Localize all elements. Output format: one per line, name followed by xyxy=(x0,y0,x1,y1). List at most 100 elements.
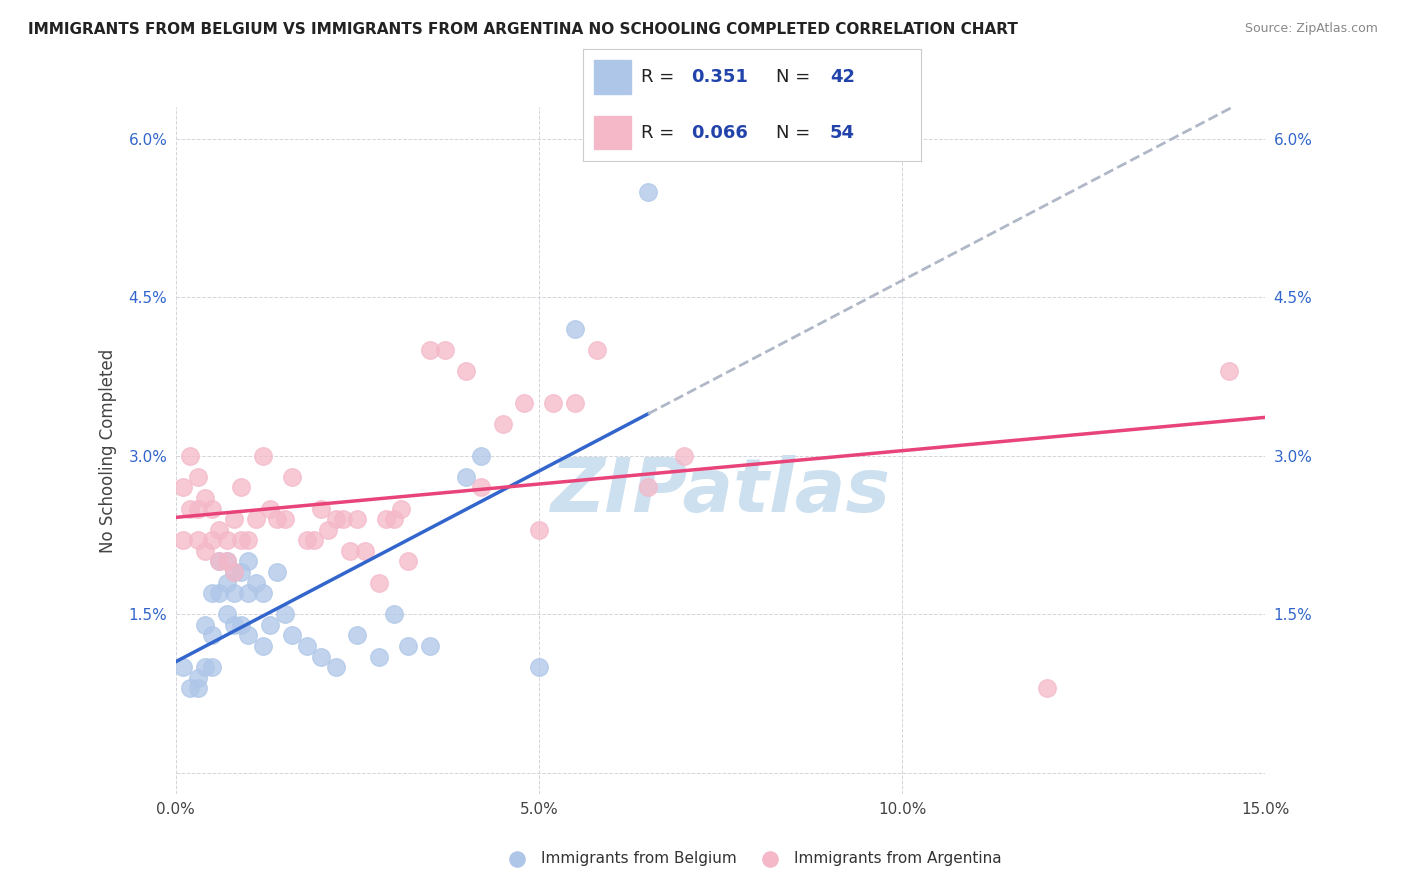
Point xyxy=(368,575,391,590)
Text: 0.066: 0.066 xyxy=(692,124,748,142)
Point xyxy=(215,554,238,568)
Point xyxy=(637,185,659,199)
Text: Immigrants from Argentina: Immigrants from Argentina xyxy=(794,851,1002,865)
Point xyxy=(222,512,245,526)
Point xyxy=(172,480,194,494)
Point xyxy=(637,480,659,494)
Point xyxy=(172,660,194,674)
Point xyxy=(396,554,419,568)
Point xyxy=(586,343,609,357)
Point xyxy=(186,533,209,548)
Point xyxy=(186,671,209,685)
Point xyxy=(231,533,253,548)
Point xyxy=(231,617,253,632)
Text: 42: 42 xyxy=(830,68,855,86)
Point xyxy=(470,480,492,494)
Point xyxy=(419,343,441,357)
Point xyxy=(208,554,231,568)
Point xyxy=(281,628,304,642)
Point xyxy=(208,554,231,568)
Point xyxy=(325,512,347,526)
Point xyxy=(186,501,209,516)
Text: IMMIGRANTS FROM BELGIUM VS IMMIGRANTS FROM ARGENTINA NO SCHOOLING COMPLETED CORR: IMMIGRANTS FROM BELGIUM VS IMMIGRANTS FR… xyxy=(28,22,1018,37)
Point xyxy=(918,750,941,764)
Point xyxy=(673,449,696,463)
Point xyxy=(396,639,419,653)
Point xyxy=(389,501,412,516)
Point xyxy=(215,554,238,568)
Point xyxy=(186,681,209,696)
Point xyxy=(274,607,297,622)
Point xyxy=(266,565,288,579)
Point xyxy=(1036,681,1059,696)
Point xyxy=(208,586,231,600)
Point xyxy=(456,470,478,484)
Point xyxy=(492,417,515,431)
Point xyxy=(564,396,586,410)
Bar xyxy=(593,61,631,94)
Text: N =: N = xyxy=(776,68,815,86)
Point xyxy=(194,617,217,632)
Point xyxy=(382,607,405,622)
Point xyxy=(238,586,260,600)
Text: Source: ZipAtlas.com: Source: ZipAtlas.com xyxy=(1244,22,1378,36)
Point xyxy=(179,449,201,463)
Bar xyxy=(593,116,631,150)
Point xyxy=(222,586,245,600)
Point xyxy=(238,628,260,642)
Point xyxy=(201,586,224,600)
Point xyxy=(215,607,238,622)
Point xyxy=(332,512,354,526)
Point xyxy=(353,544,375,558)
Point xyxy=(222,565,245,579)
Point xyxy=(238,554,260,568)
Point xyxy=(302,533,325,548)
Point xyxy=(252,586,274,600)
Point xyxy=(346,628,368,642)
Point xyxy=(433,343,456,357)
Point xyxy=(172,533,194,548)
Point xyxy=(222,565,245,579)
Point xyxy=(231,565,253,579)
Text: Immigrants from Belgium: Immigrants from Belgium xyxy=(541,851,737,865)
Point xyxy=(309,649,332,664)
Point xyxy=(368,649,391,664)
Point xyxy=(527,523,550,537)
Point xyxy=(318,523,340,537)
Point xyxy=(543,396,565,410)
Point xyxy=(245,575,267,590)
Point xyxy=(527,660,550,674)
Point xyxy=(564,322,586,336)
Point xyxy=(470,449,492,463)
Point xyxy=(194,544,217,558)
Point xyxy=(456,364,478,378)
Point xyxy=(252,449,274,463)
Point xyxy=(179,501,201,516)
Point xyxy=(245,512,267,526)
Point xyxy=(419,639,441,653)
Point xyxy=(295,533,318,548)
Point xyxy=(266,512,288,526)
Point xyxy=(252,639,274,653)
Point xyxy=(194,491,217,505)
Y-axis label: No Schooling Completed: No Schooling Completed xyxy=(100,349,118,552)
Point xyxy=(179,681,201,696)
Point xyxy=(186,470,209,484)
Point xyxy=(281,470,304,484)
Point xyxy=(238,533,260,548)
Text: R =: R = xyxy=(641,68,681,86)
Text: 0.351: 0.351 xyxy=(692,68,748,86)
Point xyxy=(201,660,224,674)
Point xyxy=(665,750,688,764)
Point xyxy=(346,512,368,526)
Point xyxy=(201,628,224,642)
Point xyxy=(309,501,332,516)
Point xyxy=(231,480,253,494)
Point xyxy=(339,544,361,558)
Text: ZIPatlas: ZIPatlas xyxy=(551,455,890,528)
Point xyxy=(274,512,297,526)
Text: N =: N = xyxy=(776,124,815,142)
Text: 54: 54 xyxy=(830,124,855,142)
Point xyxy=(208,523,231,537)
Point xyxy=(295,639,318,653)
